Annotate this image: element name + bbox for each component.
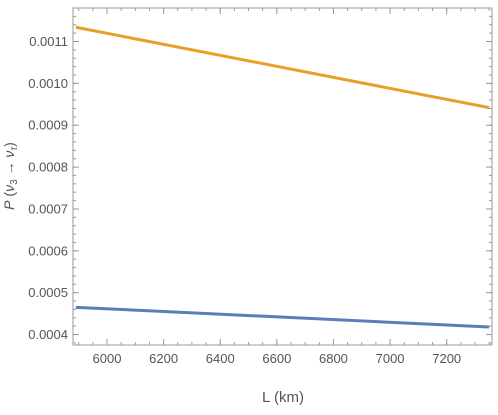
y-tick-label: 0.0005 xyxy=(28,285,68,300)
x-tick-label: 7200 xyxy=(432,351,461,366)
y-label-open: ( xyxy=(1,192,17,201)
series-line-1 xyxy=(75,25,490,110)
y-axis-ticks: 0.0004 0.0005 0.0006 0.0007 0.0008 0.0009 0.00… xyxy=(28,7,492,344)
y-label-nu2: ν xyxy=(1,151,17,158)
y-tick-label: 0.0006 xyxy=(28,243,68,258)
y-tick-label: 0.0008 xyxy=(28,160,68,175)
y-tick-label: 0.0007 xyxy=(28,201,68,216)
y-label-close: ) xyxy=(1,142,17,147)
y-tick-label: 0.0011 xyxy=(29,34,68,49)
x-axis-ticks: 6000 6200 6400 6600 6800 7000 7200 xyxy=(78,8,490,366)
series-lines xyxy=(75,25,490,329)
x-axis-label: L (km) xyxy=(262,389,304,406)
y-tick-label: 0.0010 xyxy=(28,76,68,91)
y-tick-label: 0.0009 xyxy=(28,118,68,133)
chart-frame xyxy=(72,7,493,346)
y-label-sub2: τ xyxy=(9,146,20,151)
x-tick-label: 6400 xyxy=(206,351,235,366)
x-tick-label: 6200 xyxy=(149,351,178,366)
series-line-2 xyxy=(75,305,490,329)
plot-frame xyxy=(72,7,493,346)
y-label-p: P xyxy=(1,200,17,210)
x-tick-label: 6800 xyxy=(319,351,348,366)
y-tick-label: 0.0004 xyxy=(28,327,68,342)
y-label-nu1: ν xyxy=(1,185,17,192)
x-tick-label: 7000 xyxy=(376,351,405,366)
x-tick-label: 6600 xyxy=(262,351,291,366)
x-tick-label: 6000 xyxy=(93,351,122,366)
y-label-sub1: 3 xyxy=(9,179,20,185)
y-label-arrow: → xyxy=(1,158,17,180)
y-axis-label: P (ν3 → ντ) xyxy=(1,142,20,210)
